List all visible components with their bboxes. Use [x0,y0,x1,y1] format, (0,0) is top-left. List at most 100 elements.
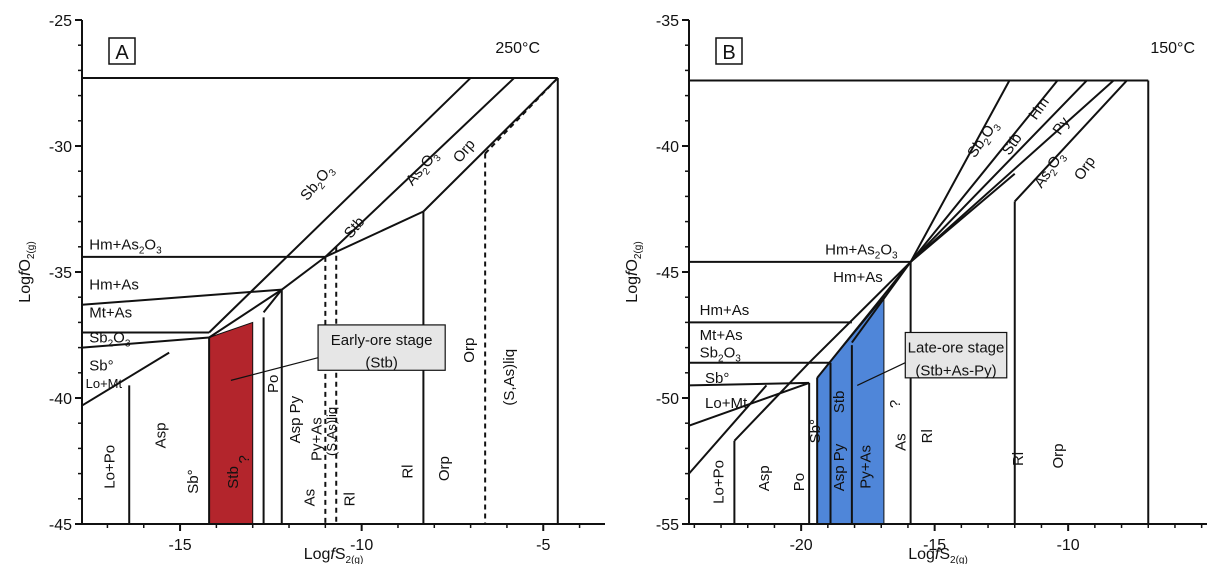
boundary-line [208,288,283,339]
field-label: Orp [1050,444,1067,469]
callout-pointer [856,362,906,386]
y-tick-label: -25 [49,13,72,30]
field-label: Sb° [705,370,729,387]
boundary-line [324,77,515,258]
x-axis-title: LogfS2(g) [908,546,968,564]
boundary-line [688,384,768,475]
y-tick-label: -55 [656,517,679,534]
boundary-line [733,362,810,442]
field-label: Stb [831,391,848,414]
field-label: Stb [225,466,242,489]
field-label: Asp Py [287,395,304,443]
field-label: Po [265,375,282,393]
field-label: Asp [756,465,773,491]
field-label: Sb2O3 [297,161,339,206]
boundary-line [851,261,912,344]
boundary-line [1014,79,1128,203]
x-axis-title: LogfS2(g) [304,546,364,564]
x-tick-label: -5 [536,537,550,554]
field-label: (S,As)liq [324,407,339,456]
y-tick-label: -45 [49,517,72,534]
field-label: Lo+Mt [86,376,123,391]
boundary-line [909,80,1011,263]
y-tick-label: -30 [49,139,72,156]
y-tick-label: -35 [656,13,679,30]
stage-callout-title: Early-ore stage [331,332,433,349]
field-label: Sb° [89,357,113,374]
field-label: As [892,433,909,451]
temperature-label: 150°C [1150,40,1195,57]
boundary-line [208,77,472,334]
field-label: As2O3 [403,147,445,191]
field-label: ? [236,455,253,463]
field-label: Sb2O3 [89,330,131,350]
y-tick-label: -45 [656,265,679,282]
field-label: ? [887,400,904,408]
x-tick-label: -10 [1057,537,1080,554]
field-label: Hm+As2O3 [825,241,898,261]
boundary-line [262,289,283,313]
x-tick-label: -15 [169,537,192,554]
boundary-line [81,351,170,407]
y-tick-label: -50 [656,391,679,408]
stage-callout-box [317,324,446,371]
boundary-line [81,288,282,306]
boundary-line [909,79,1115,263]
field-label: As [301,489,318,507]
temperature-label: 250°C [495,40,540,57]
boundary-line [909,79,1059,263]
y-axis-title: LogfO2(g) [17,241,37,302]
field-label: Stb [999,130,1026,158]
field-label: Hm+As2O3 [89,236,162,256]
y-axis-title: LogfO2(g) [624,241,644,302]
panel-letter: B [722,42,735,64]
boundary-line [808,261,912,364]
stage-callout-title: Late-ore stage [908,340,1005,357]
field-label: Orp [436,456,453,481]
field-label: Py+As [309,417,326,461]
boundary-line [324,210,424,258]
field-label: Sb2O3 [700,345,742,365]
panel-letter-box [715,37,743,65]
field-label: Sb° [185,469,202,493]
field-label: Py+As [858,445,875,489]
field-label: (S,As)liq [501,349,518,406]
field-label: Po [791,473,808,491]
callout-pointer [230,357,319,381]
boundary-line [81,336,210,349]
boundary-line [816,261,912,379]
field-label: Hm+As [833,269,883,286]
panel-b: -35-40-45-50-55-20 -15 -10B 150°CSb2O3StbHm… [656,13,1207,554]
field-label: Hm+As [89,277,139,294]
field-label: Rl [400,464,417,478]
field-label: Rl [919,429,936,443]
field-label: Rl [341,492,358,506]
stage-callout-box [904,331,1008,379]
field-label: Orp [461,338,478,363]
field-label: Lo+Mt [705,395,748,412]
highlight-field [816,295,885,525]
y-tick-label: -40 [49,391,72,408]
y-tick-label: -40 [656,139,679,156]
field-label: Sb2O3 [964,117,1004,163]
field-label: Mt+As [700,327,743,344]
field-label: Lo+Po [102,445,119,489]
panel-letter-box [108,37,136,65]
field-label: Asp Py [831,443,848,491]
field-label: Rl [1010,452,1027,466]
boundary-line [909,79,1088,263]
x-tick-label: -20 [790,537,813,554]
field-label: Orp [1071,153,1099,183]
field-label: Lo+Po [711,460,728,504]
stage-callout-subtitle: (Stb) [365,355,398,372]
field-label: Asp [153,423,170,449]
boundary-line [281,256,326,291]
field-label: Sb° [807,419,824,443]
y-tick-label: -35 [49,265,72,282]
field-label: As2O3 [1031,148,1071,193]
highlight-field [208,321,254,525]
boundary-line [688,381,810,427]
x-tick-label: -15 [923,537,946,554]
field-label: Mt+As [89,304,132,321]
